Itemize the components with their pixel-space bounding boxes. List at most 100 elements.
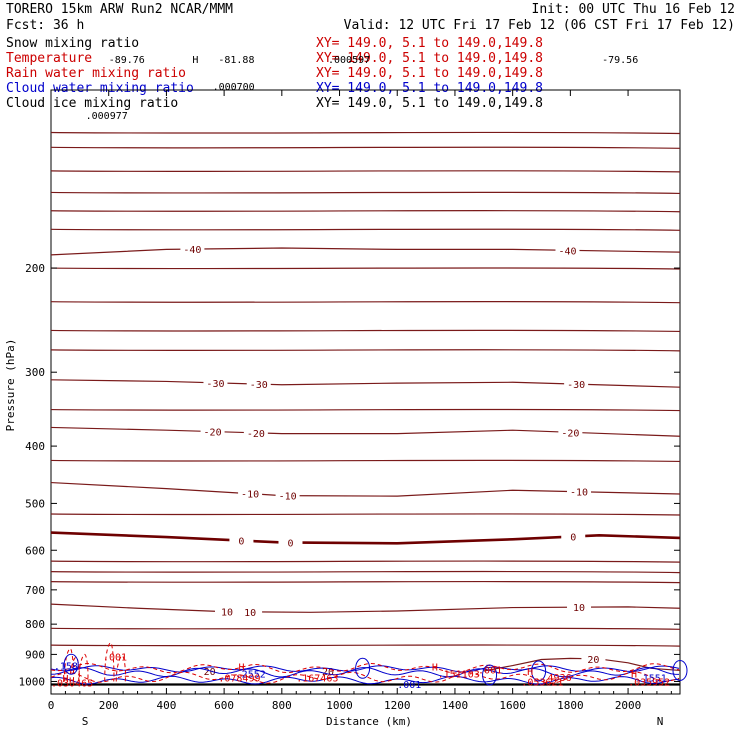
temperature-contour [50,209,681,213]
annotation-label: -79.56 [602,55,638,66]
temperature-contour--30 [50,379,681,388]
plot-frame [50,89,681,695]
contour-label-bg [229,534,254,546]
x-tick-label: 1600 [499,699,526,712]
contour-label: -10 [241,490,259,501]
y-tick-label: 300 [25,366,45,379]
cloud-water-cell [672,659,688,681]
annotation-label: -81.88 [218,55,254,66]
annotation-label: H [63,674,69,685]
contour-label: 10 [573,603,585,614]
header-init: Init: 00 UTC Thu 16 Feb 12 [532,2,736,17]
contour-label: 20 [587,655,599,666]
cloud-water-cell [531,660,547,682]
contour-label: 10 [221,608,233,619]
temperature-contour [50,459,681,463]
annotation-label: .000597 [328,55,370,66]
y-tick-label: 800 [25,618,45,631]
contour-label-bg [564,378,589,390]
header-fcst: Fcst: 36 h [6,18,84,33]
contour-label: 0 [287,538,293,549]
rain-spike [63,648,75,682]
temperature-contour [50,146,681,149]
contour-label-bg [275,489,300,501]
temperature-contour [50,329,681,333]
plot-area: -40 -40 -30 -30 -30 -20 -20 -20 -10 -10 -10 0 0 0 10 10… [19,55,688,712]
temperature-contour--40 [50,247,681,256]
contour-label-bg [246,378,271,390]
contour-label-bg [200,425,225,437]
contour-label-bg [203,376,228,388]
contour-label: 0 [238,537,244,548]
contour-label-bg [581,652,606,664]
x-tick-label: 2000 [615,699,642,712]
x-tick-label: 1000 [326,699,353,712]
contour-label: -20 [204,428,222,439]
contour-label: -30 [206,379,224,390]
x-tick-label: 1200 [384,699,411,712]
header-title: TORERO 15km ARW Run2 NCAR/MMM [6,2,233,17]
annotation-label: H [432,662,438,673]
temperature-contour [50,300,681,304]
temperature-contour [50,580,681,584]
endpoint-left-label: S [82,715,89,728]
contour-label-bg [180,243,205,255]
contour-label: -40 [183,245,201,256]
annotation-label: .035952 [628,677,670,688]
annotation-label: .167463 [296,673,338,684]
cloud-water-cell [355,657,371,679]
temperature-contour--20 [50,426,681,437]
cloud-water-contour [50,675,680,685]
y-tick-label: 600 [25,544,45,557]
y-tick-label: 500 [25,497,45,510]
cloud-water-contour [50,665,680,673]
contour-label: -30 [567,380,585,391]
cloud-water-cell [63,653,79,675]
cloud-water-contour [50,667,680,678]
rain-spike [78,653,89,682]
contour-label: 0 [570,532,576,543]
temperature-contour-10 [50,603,681,613]
y-tick-label: 400 [25,440,45,453]
temperature-contour [50,349,681,352]
contour-label-bg [315,664,340,676]
contour-label: 20 [204,667,216,678]
annotation-label: .078499 [218,673,260,684]
temperature-contour-0 [50,531,681,545]
x-tick-label: 0 [48,699,55,712]
cloud-water-cell [482,664,498,686]
contour-label: 10 [244,608,256,619]
x-tick-label: 800 [272,699,292,712]
field-coords-rain: XY= 149.0, 5.1 to 149.0,149.8 [316,66,543,81]
contour-label-bg [238,605,263,617]
x-tick-label: 200 [99,699,119,712]
y-tick-label: 900 [25,648,45,661]
y-tick-label: 1000 [19,675,46,688]
field-name-cloud-water: Cloud water mixing ratio [6,81,194,96]
x-tick-label: 400 [156,699,176,712]
annotation-label: .000977 [86,111,128,122]
field-name-snow: Snow mixing ratio [6,36,139,51]
temperature-contour [50,560,681,563]
rain-spike [115,655,126,682]
annotation-label: .1551 [637,673,667,684]
temperature-contour [50,644,681,647]
contour-label: -20 [247,429,265,440]
contour-label: -20 [561,428,579,439]
y-tick-label: 700 [25,584,45,597]
field-coords-snow: XY= 149.0, 5.1 to 149.0,149.8 [316,36,543,51]
contour-label: 20 [322,667,334,678]
temperature-contour [50,408,681,412]
annotation-label: .001 [478,666,502,677]
annotation-label: H [631,670,637,681]
annotation-label: .158 [54,662,78,673]
contour-label: -30 [250,380,268,391]
rain-spike [104,642,115,682]
temperature-contour--10 [50,481,681,497]
field-name-cloud-ice: Cloud ice mixing ratio [6,96,178,111]
contour-label-bg [555,244,580,256]
annotation-label: H [239,662,245,673]
annotation-label: .001 [397,680,421,691]
field-name-temperature: Temperature [6,51,92,66]
